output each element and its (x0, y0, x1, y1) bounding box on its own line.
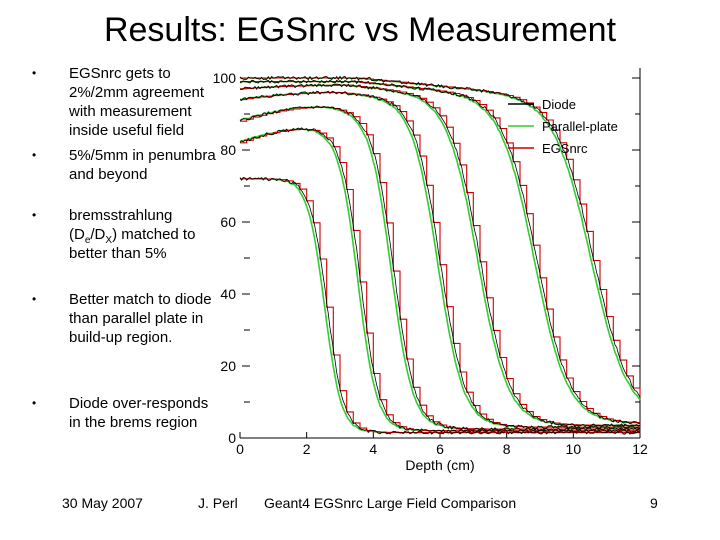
bullet-dot-icon: • (32, 292, 37, 306)
series-line-diode (239, 127, 641, 433)
legend-label: EGSnrc (542, 141, 588, 156)
x-tick-label: 4 (369, 441, 377, 457)
y-tick-label: 60 (220, 214, 236, 230)
bullet-dot-icon: • (32, 396, 37, 410)
bullet-text: Better match to diode than parallel plat… (69, 291, 212, 346)
footer-page-number: 9 (650, 495, 658, 511)
y-tick-label: 20 (220, 358, 236, 374)
series-line-diode (239, 75, 641, 398)
axis-layer: 0 20 40 60 80 100 0 2 4 6 8 10 12 (213, 68, 648, 457)
x-tick-label: 0 (236, 441, 244, 457)
bullet-text: 5%/5mm in penumbra and beyond (69, 147, 216, 183)
footer-author: J. Perl (198, 495, 238, 511)
bullet-text: Diode over-responds in the brems region (69, 395, 209, 431)
series-line-egsnrc (240, 178, 640, 434)
y-tick-label: 100 (213, 70, 237, 86)
bullet-dot-icon: • (32, 66, 37, 80)
bullet-dot-icon: • (32, 208, 37, 222)
y-tick-label: 80 (220, 142, 236, 158)
series-line-diode (239, 79, 640, 425)
legend-label: Diode (542, 97, 576, 112)
bullet-text: bremsstrahlung (De/DX) matched to better… (69, 207, 196, 262)
x-tick-label: 12 (632, 441, 648, 457)
series-line-egsnrc (240, 91, 640, 428)
footer-caption: Geant4 EGSnrc Large Field Comparison (264, 495, 517, 511)
series-line-egsnrc (240, 81, 641, 424)
curve-layer (239, 75, 641, 435)
legend-label: Parallel-plate (542, 119, 618, 134)
x-tick-label: 6 (436, 441, 444, 457)
x-tick-label: 8 (503, 441, 511, 457)
footer-date: 30 May 2007 (62, 495, 143, 511)
series-line-egsnrc (240, 77, 641, 398)
series-line-diode (239, 83, 641, 428)
y-tick-label: 0 (228, 430, 236, 446)
x-tick-label: 10 (566, 441, 582, 457)
x-axis-label: Depth (cm) (405, 457, 474, 473)
y-tick-label: 40 (220, 286, 236, 302)
x-tick-label: 2 (303, 441, 311, 457)
series-line-diode (239, 90, 641, 430)
depth-dose-chart: 0 20 40 60 80 100 0 2 4 6 8 10 12 Diode Parallel-plat… (213, 68, 648, 473)
bullet-text: EGSnrc gets to 2%/2mm agreement with mea… (69, 65, 205, 139)
legend: Diode Parallel-plate EGSnrc (508, 97, 618, 156)
slide-title: Results: EGSnrc vs Measurement (103, 11, 617, 49)
series-line-diode (239, 105, 641, 432)
bullet-dot-icon: • (32, 148, 37, 162)
